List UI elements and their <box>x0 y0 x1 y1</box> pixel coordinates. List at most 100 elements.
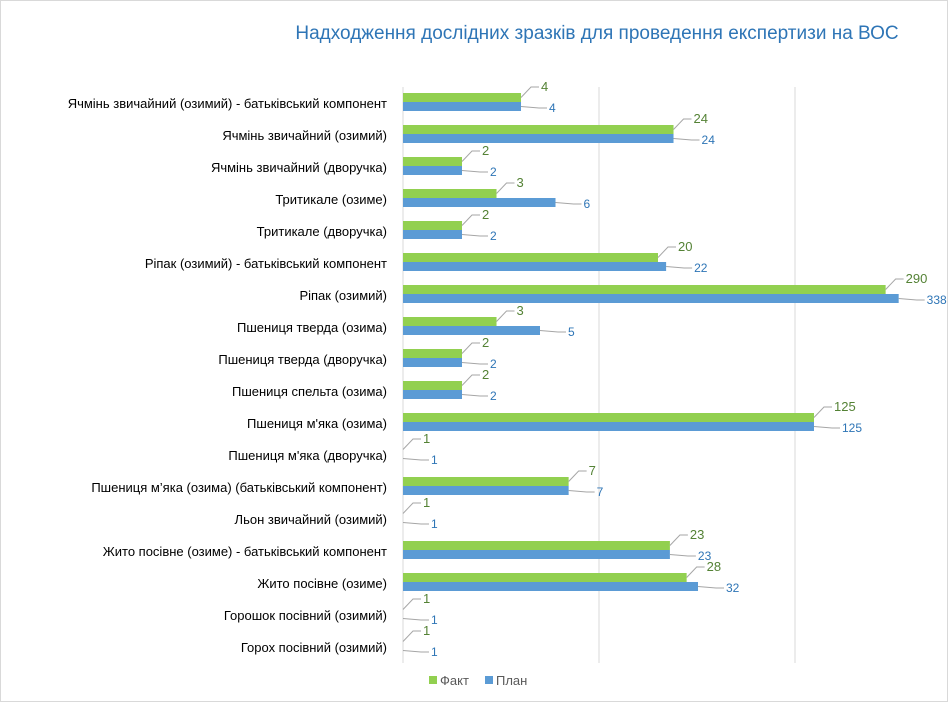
category-label: Ячмінь звичайний (озимий) <box>222 128 387 143</box>
data-label-fact: 2 <box>482 207 489 222</box>
category-label: Ріпак (озимий) - батьківський компонент <box>145 256 387 271</box>
data-label-fact: 20 <box>678 239 692 254</box>
legend-swatch <box>485 676 493 684</box>
category-label: Пшениця м’яка (озима) (батьківський комп… <box>91 480 387 495</box>
data-label-fact: 4 <box>541 79 548 94</box>
leader-line <box>885 278 904 290</box>
legend-label: План <box>496 673 527 688</box>
bar-fact <box>403 349 463 358</box>
bar-plan <box>403 326 540 335</box>
bar-plan <box>403 390 463 399</box>
category-label: Пшениця тверда (дворучка) <box>218 352 387 367</box>
bar-plan <box>403 262 667 271</box>
category-label: Льон звичайний (озимий) <box>235 512 387 527</box>
bar-fact <box>403 413 814 422</box>
category-label: Ячмінь звичайний (озимий) - батьківський… <box>68 96 387 111</box>
data-label-fact: 3 <box>517 175 524 190</box>
legend-swatch <box>429 676 437 684</box>
category-label: Тритикале (дворучка) <box>257 224 387 239</box>
leader-line <box>461 214 481 226</box>
bar-plan <box>403 230 463 239</box>
bar-fact <box>403 573 687 582</box>
leader-line <box>673 138 700 141</box>
data-label-fact: 2 <box>482 143 489 158</box>
category-label: Горошок посівний (озимий) <box>224 608 387 623</box>
data-label-fact: 7 <box>589 463 596 478</box>
leader-line <box>669 554 696 557</box>
leader-line <box>555 202 582 205</box>
bar-fact <box>403 253 659 262</box>
bar-plan <box>403 134 674 143</box>
leader-line <box>402 598 421 610</box>
data-label-fact: 28 <box>707 559 721 574</box>
category-label: Пшениця м'яка (озима) <box>247 416 387 431</box>
category-label: Горох посівний (озимий) <box>241 640 387 655</box>
leader-line <box>496 310 515 322</box>
leader-line <box>520 106 548 109</box>
data-label-plan: 22 <box>694 261 708 275</box>
category-label: Жито посівне (озиме) - батьківський комп… <box>103 544 387 559</box>
leader-line <box>697 586 725 589</box>
data-label-fact: 1 <box>423 623 430 638</box>
bar-fact <box>403 477 569 486</box>
leader-line <box>568 490 595 493</box>
data-label-fact: 24 <box>694 111 708 126</box>
bar-fact <box>403 381 463 390</box>
category-label: Пшениця тверда (озима) <box>237 320 387 335</box>
data-label-plan: 32 <box>726 581 740 595</box>
leader-line <box>520 86 540 98</box>
bar-plan <box>403 550 670 559</box>
bar-fact <box>403 541 670 550</box>
data-label-plan: 6 <box>584 197 591 211</box>
data-label-plan: 2 <box>490 165 497 179</box>
leader-line <box>666 266 693 269</box>
leader-line <box>461 342 481 354</box>
data-label-fact: 1 <box>423 495 430 510</box>
bar-plan <box>403 198 556 207</box>
data-label-fact: 3 <box>517 303 524 318</box>
leader-line <box>402 502 421 514</box>
leader-line <box>402 458 429 461</box>
data-label-plan: 7 <box>597 485 604 499</box>
category-label: Ячмінь звичайний (дворучка) <box>211 160 387 175</box>
data-label-plan: 125 <box>842 421 862 435</box>
leader-line <box>568 470 587 482</box>
bar-fact <box>403 317 497 326</box>
leader-line <box>461 170 489 173</box>
data-label-fact: 2 <box>482 367 489 382</box>
leader-line <box>402 438 421 450</box>
category-label: Тритикале (озиме) <box>275 192 387 207</box>
bar-plan <box>403 166 463 175</box>
data-label-fact: 2 <box>482 335 489 350</box>
data-label-plan: 24 <box>702 133 716 147</box>
data-label-plan: 1 <box>431 517 438 531</box>
bar-fact <box>403 221 463 230</box>
leader-line <box>657 246 677 258</box>
data-label-plan: 2 <box>490 357 497 371</box>
bar-fact <box>403 285 886 294</box>
leader-line <box>496 182 515 194</box>
leader-line <box>461 374 481 386</box>
leader-line <box>673 118 692 130</box>
bar-plan <box>403 422 814 431</box>
chart-title: Надходження дослідних зразків для провед… <box>295 23 898 44</box>
data-label-plan: 2 <box>490 389 497 403</box>
leader-line <box>669 534 688 546</box>
leader-line <box>461 362 489 365</box>
data-label-plan: 5 <box>568 325 575 339</box>
category-label: Жито посівне (озиме) <box>257 576 387 591</box>
leader-line <box>461 234 489 237</box>
leader-line <box>402 630 421 642</box>
category-label: Ріпак (озимий) <box>299 288 387 303</box>
data-label-plan: 1 <box>431 645 438 659</box>
bar-plan <box>403 102 522 111</box>
data-label-plan: 4 <box>549 101 556 115</box>
data-label-fact: 125 <box>834 399 856 414</box>
leader-line <box>539 330 566 333</box>
bar-plan <box>403 582 699 591</box>
legend-label: Факт <box>440 673 469 688</box>
leader-line <box>461 394 489 397</box>
bar-plan <box>403 294 899 303</box>
